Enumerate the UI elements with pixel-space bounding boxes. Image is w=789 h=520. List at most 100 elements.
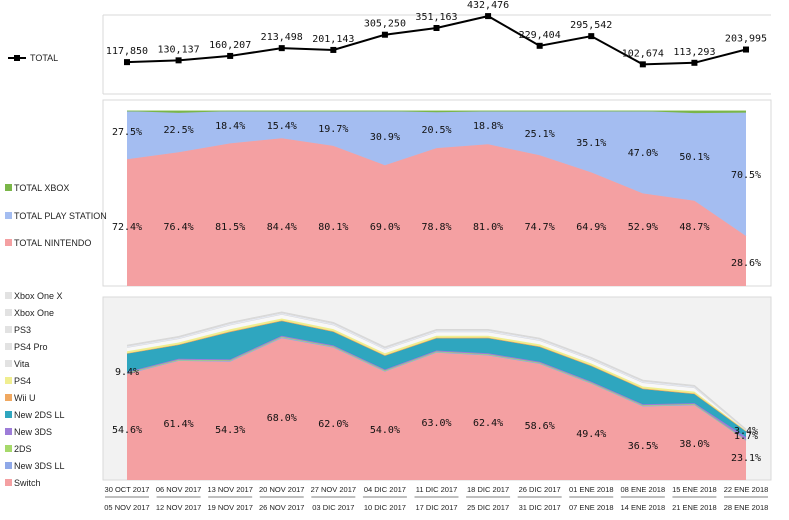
total-data-label: 305,250 <box>364 19 406 30</box>
switch-data-label: 54.6% <box>112 425 142 436</box>
x-tick-label-start: 01 ENE 2018 <box>569 485 614 494</box>
total-point <box>691 60 697 66</box>
nintendo-data-label: 48.7% <box>679 222 709 233</box>
playstation-data-label: 30.9% <box>370 132 400 143</box>
total-point <box>537 43 543 49</box>
total-data-label: 432,476 <box>467 0 509 11</box>
playstation-data-label: 25.1% <box>525 129 555 140</box>
legend-label: New 3DS <box>14 427 52 437</box>
x-tick-label-end: 10 DIC 2017 <box>364 503 406 512</box>
nintendo-data-label: 28.6% <box>731 258 761 269</box>
legend-item-xbox-one: Xbox One <box>5 308 54 318</box>
playstation-data-label: 20.5% <box>421 125 451 136</box>
total-point <box>434 25 440 31</box>
x-tick-label-start: 20 NOV 2017 <box>259 485 304 494</box>
switch-data-label: 54.0% <box>370 425 400 436</box>
legend-label: Xbox One X <box>14 291 63 301</box>
playstation-data-label: 22.5% <box>164 125 194 136</box>
nintendo-data-label: 81.5% <box>215 222 245 233</box>
x-tick-label-start: 06 NOV 2017 <box>156 485 201 494</box>
switch-data-label: 62.4% <box>473 418 503 429</box>
total-data-label: 295,542 <box>570 20 612 31</box>
x-tick-label-start: 22 ENE 2018 <box>724 485 769 494</box>
legend-item-new-3ds-ll: New 3DS LL <box>5 461 65 471</box>
legend-label: Xbox One <box>14 308 54 318</box>
legend-label: Vita <box>14 359 29 369</box>
total-data-label: 130,137 <box>158 44 200 55</box>
total-data-label: 117,850 <box>106 46 148 57</box>
x-tick-label-end: 14 ENE 2018 <box>621 503 666 512</box>
x-tick-label-end: 07 ENE 2018 <box>569 503 614 512</box>
x-tick-label-end: 19 NOV 2017 <box>207 503 252 512</box>
playstation-data-label: 27.5% <box>112 127 142 138</box>
nintendo-data-label: 64.9% <box>576 222 606 233</box>
playstation-data-label: 18.8% <box>473 121 503 132</box>
total-point <box>743 47 749 53</box>
legend-label: Wii U <box>14 393 36 403</box>
legend-label: PS4 Pro <box>14 342 48 352</box>
middle-area-series <box>127 111 746 286</box>
legend-label: TOTAL PLAY STATION <box>14 211 107 221</box>
x-tick-label-end: 17 DIC 2017 <box>415 503 457 512</box>
x-tick-label-end: 31 DIC 2017 <box>519 503 561 512</box>
new-2ds-ll-data-label: 9.4% <box>115 367 139 378</box>
legend-label: PS3 <box>14 325 31 335</box>
legend-label: 2DS <box>14 444 32 454</box>
nintendo-data-label: 80.1% <box>318 222 348 233</box>
legend-item-new-2ds-ll: New 2DS LL <box>5 410 65 420</box>
switch-data-label: 36.5% <box>628 441 658 452</box>
x-tick-label-end: 21 ENE 2018 <box>672 503 717 512</box>
total-point <box>330 47 336 53</box>
legend-item-ps3: PS3 <box>5 325 31 335</box>
x-tick-label-start: 18 DIC 2017 <box>467 485 509 494</box>
legend-item-ps4: PS4 <box>5 376 31 386</box>
legend-label: New 2DS LL <box>14 410 65 420</box>
total-point <box>588 33 594 39</box>
legend-item-xbox-one-x: Xbox One X <box>5 291 63 301</box>
legend-item-2ds: 2DS <box>5 444 32 454</box>
legend-item-total-xbox: TOTAL XBOX <box>5 183 69 193</box>
total-point <box>227 53 233 59</box>
nintendo-data-label: 78.8% <box>421 222 451 233</box>
total-point <box>382 32 388 38</box>
x-axis-tick-labels: 30 OCT 201705 NOV 201706 NOV 201712 NOV … <box>104 485 768 512</box>
switch-data-label: 63.0% <box>421 418 451 429</box>
legend-label: New 3DS LL <box>14 461 65 471</box>
x-tick-label-end: 26 NOV 2017 <box>259 503 304 512</box>
nintendo-data-label: 52.9% <box>628 222 658 233</box>
playstation-data-label: 35.1% <box>576 138 606 149</box>
x-tick-label-end: 28 ENE 2018 <box>724 503 769 512</box>
nintendo-data-label: 81.0% <box>473 222 503 233</box>
total-data-label: 213,498 <box>261 32 303 43</box>
nintendo-data-label: 76.4% <box>164 222 194 233</box>
legends: TOTAL TOTAL XBOX TOTAL PLAY STATION TOTAL N… <box>5 53 107 488</box>
switch-data-label: 38.0% <box>679 439 709 450</box>
playstation-data-label: 47.0% <box>628 148 658 159</box>
legend-label: TOTAL XBOX <box>14 183 69 193</box>
legend-label: TOTAL NINTENDO <box>14 238 91 248</box>
legend-item-total-play-station: TOTAL PLAY STATION <box>5 211 107 221</box>
x-tick-label-start: 15 ENE 2018 <box>672 485 717 494</box>
x-tick-label-start: 11 DIC 2017 <box>416 485 458 494</box>
switch-data-label: 54.3% <box>215 425 245 436</box>
total-point <box>124 59 130 65</box>
switch-data-label: 61.4% <box>164 419 194 430</box>
playstation-data-label: 50.1% <box>679 152 709 163</box>
total-point <box>279 45 285 51</box>
nintendo-data-label: 72.4% <box>112 222 142 233</box>
total-data-label: 229,404 <box>519 30 561 41</box>
x-tick-label-start: 04 DIC 2017 <box>364 485 406 494</box>
total-data-label: 113,293 <box>673 47 715 58</box>
x-tick-label-start: 30 OCT 2017 <box>105 485 150 494</box>
legend-item-new-3ds: New 3DS <box>5 427 52 437</box>
playstation-data-label: 18.4% <box>215 121 245 132</box>
legend-item-wii-u: Wii U <box>5 393 36 403</box>
total-point <box>485 13 491 19</box>
playstation-data-label: 19.7% <box>318 124 348 135</box>
legend-item-switch: Switch <box>5 478 41 488</box>
playstation-data-label: 15.4% <box>267 121 297 132</box>
switch-data-label: 58.6% <box>525 421 555 432</box>
legend-item-total-nintendo: TOTAL NINTENDO <box>5 238 91 248</box>
total-data-label: 160,207 <box>209 40 251 51</box>
new-3ds-data-label: 1.7% <box>734 431 758 442</box>
